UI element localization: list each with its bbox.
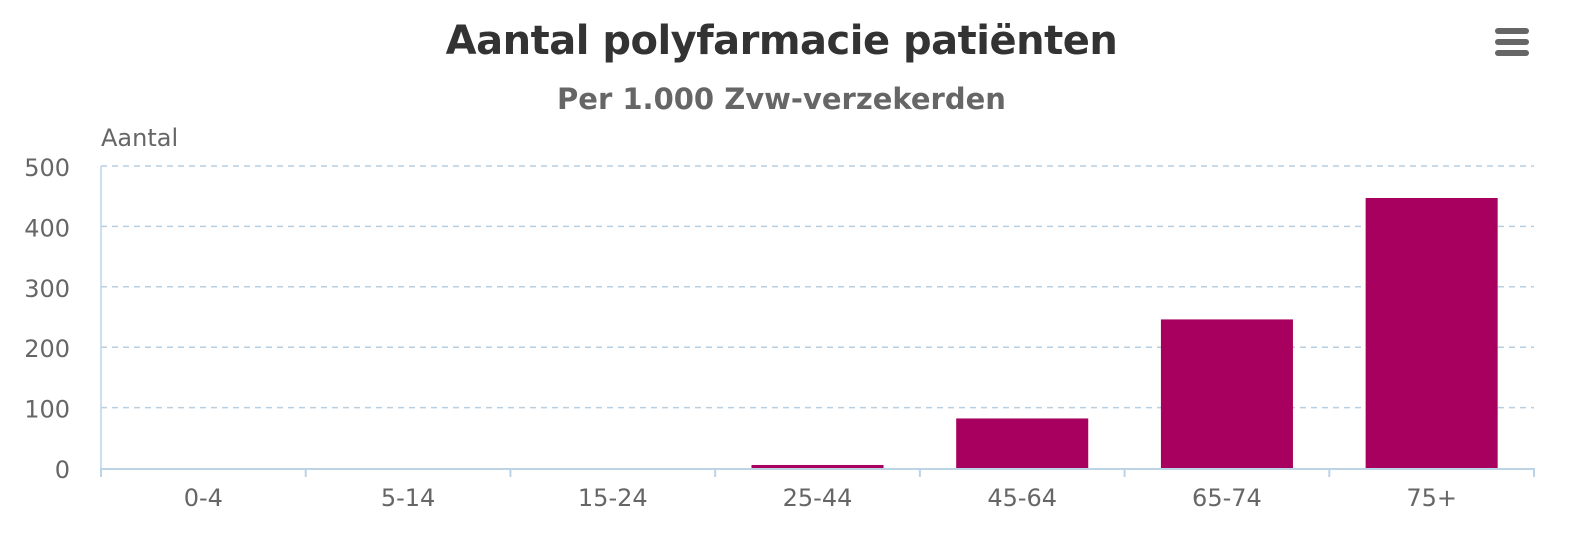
chart-subtitle: Per 1.000 Zvw-verzekerden bbox=[557, 82, 1006, 116]
x-tick-label: 15-24 bbox=[578, 484, 648, 512]
x-tick-label: 65-74 bbox=[1192, 484, 1262, 512]
y-tick-label: 100 bbox=[24, 396, 70, 424]
bar[interactable] bbox=[751, 464, 884, 468]
menu-bar bbox=[1495, 39, 1529, 45]
y-tick-label: 0 bbox=[55, 456, 70, 484]
y-tick-label: 400 bbox=[24, 214, 70, 242]
grid-lines bbox=[101, 165, 1534, 409]
x-tick-label: 5-14 bbox=[381, 484, 435, 512]
x-tick-label: 75+ bbox=[1406, 484, 1457, 512]
axes bbox=[100, 166, 1535, 477]
bar[interactable] bbox=[956, 418, 1089, 468]
x-tick-label: 0-4 bbox=[184, 484, 223, 512]
bar[interactable] bbox=[1365, 198, 1498, 468]
hamburger-menu-icon[interactable] bbox=[1492, 26, 1532, 60]
chart-title: Aantal polyfarmacie patiënten bbox=[445, 18, 1118, 64]
bar[interactable] bbox=[1160, 319, 1293, 468]
y-tick-label: 200 bbox=[24, 335, 70, 363]
x-tick-label: 25-44 bbox=[783, 484, 853, 512]
axis-labels: 0 100 200 300 400 500 Aantal 0-4 5-14 15-24 25-44 4… bbox=[24, 124, 1457, 512]
menu-bar bbox=[1495, 50, 1529, 56]
x-tick-label: 45-64 bbox=[987, 484, 1057, 512]
y-tick-label: 300 bbox=[24, 275, 70, 303]
bars bbox=[751, 198, 1498, 468]
menu-bar bbox=[1495, 28, 1529, 34]
y-tick-label: 500 bbox=[24, 154, 70, 182]
y-axis-title: Aantal bbox=[101, 124, 178, 152]
